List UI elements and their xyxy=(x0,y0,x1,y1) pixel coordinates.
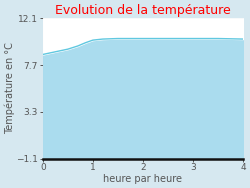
Title: Evolution de la température: Evolution de la température xyxy=(55,4,231,17)
Y-axis label: Température en °C: Température en °C xyxy=(4,42,15,134)
X-axis label: heure par heure: heure par heure xyxy=(104,174,182,184)
